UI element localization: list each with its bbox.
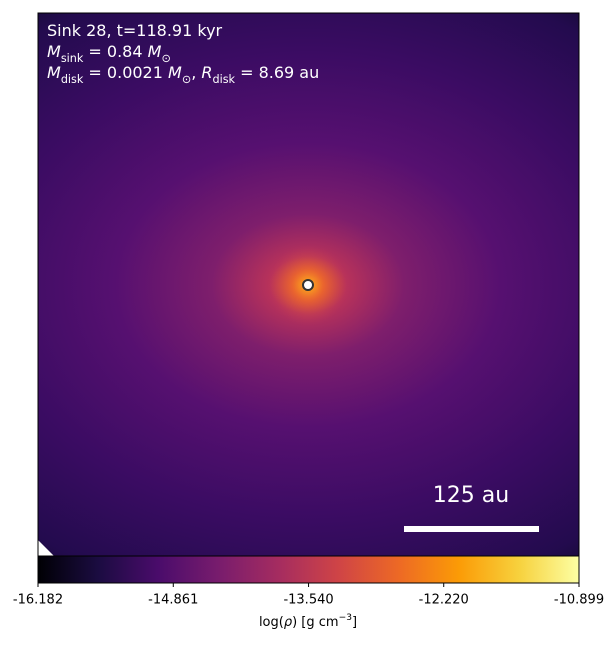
text-part: M xyxy=(168,63,182,82)
annotation-line: Mdisk = 0.0021 M⊙, Rdisk = 8.69 au xyxy=(47,63,319,86)
text-part: = 8.69 au xyxy=(235,63,319,82)
tick-label: -10.899 xyxy=(554,593,604,608)
tick-label: -13.540 xyxy=(283,593,333,608)
tick-label: -16.182 xyxy=(13,593,63,608)
tick-label: -12.220 xyxy=(419,593,469,608)
text-part: ρ xyxy=(284,615,293,630)
blank-corner xyxy=(38,540,54,556)
scale-bar-label: 125 au xyxy=(433,483,509,508)
text-part: = 0.0021 xyxy=(83,63,168,82)
text-part: , xyxy=(191,63,201,82)
text-part: ⊙ xyxy=(161,52,170,65)
text-part: disk xyxy=(61,73,84,86)
text-part: disk xyxy=(212,73,235,86)
colorbar xyxy=(37,555,580,584)
tick-label: -14.861 xyxy=(148,593,198,608)
annotation-line: Sink 28, t=118.91 kyr xyxy=(47,21,223,40)
text-part: = 0.84 xyxy=(83,42,147,61)
text-part: ) [g cm xyxy=(292,615,338,630)
text-part: R xyxy=(201,63,212,82)
text-part: M xyxy=(148,42,162,61)
text-part: M xyxy=(47,63,61,82)
annotation-line: Msink = 0.84 M⊙ xyxy=(47,42,171,65)
text-part: Sink 28, t=118.91 kyr xyxy=(47,21,223,40)
text-part: M xyxy=(47,42,61,61)
text-part: log( xyxy=(259,615,284,630)
text-part: ] xyxy=(352,615,357,630)
text-part: sink xyxy=(61,52,84,65)
colorbar-label: log(ρ) [g cm−3] xyxy=(259,613,357,630)
text-part: ⊙ xyxy=(182,73,191,86)
sink-marker xyxy=(302,279,314,291)
text-part: −3 xyxy=(339,613,353,623)
